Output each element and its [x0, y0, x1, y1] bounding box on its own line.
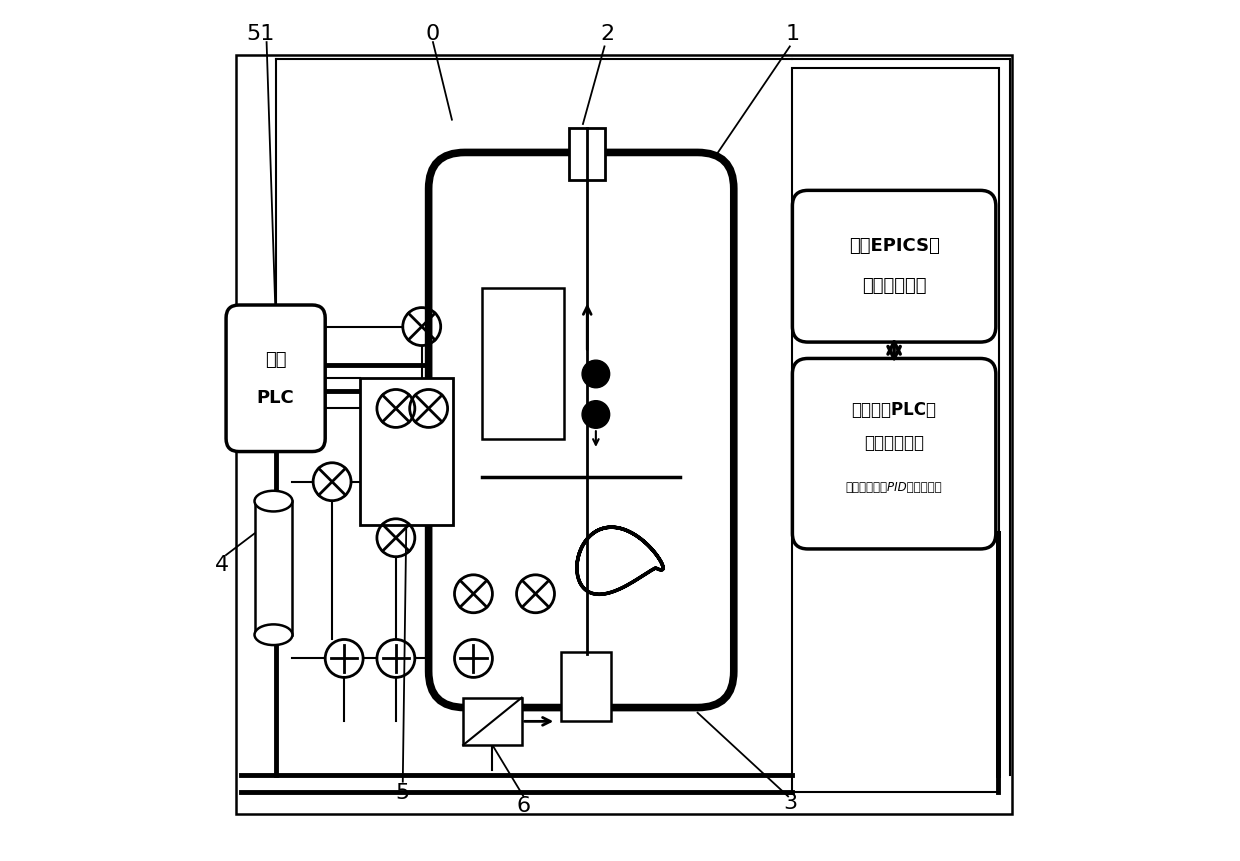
- Text: 51: 51: [247, 24, 275, 45]
- Bar: [254, 501, 293, 635]
- Bar: [237, 56, 1012, 814]
- Text: 远程控制系统: 远程控制系统: [862, 277, 926, 294]
- Text: 2: 2: [600, 24, 614, 45]
- Text: 基于横河PLC的: 基于横河PLC的: [852, 400, 936, 418]
- FancyBboxPatch shape: [429, 153, 734, 708]
- Text: 基于EPICS的: 基于EPICS的: [848, 237, 940, 254]
- Text: 3: 3: [784, 792, 797, 813]
- Bar: [569, 129, 605, 181]
- Text: 4: 4: [215, 554, 229, 574]
- Bar: [482, 288, 564, 439]
- Bar: [792, 69, 999, 792]
- Text: （反时限压差PID控制算法）: （反时限压差PID控制算法）: [846, 480, 942, 493]
- Circle shape: [582, 401, 610, 429]
- FancyBboxPatch shape: [792, 191, 996, 343]
- Circle shape: [582, 361, 610, 388]
- Text: 1: 1: [785, 24, 800, 45]
- Bar: [562, 653, 611, 722]
- Text: 6: 6: [516, 795, 531, 815]
- Text: 5: 5: [396, 782, 410, 802]
- Ellipse shape: [254, 625, 293, 646]
- Text: 本地控制系统: 本地控制系统: [864, 434, 924, 452]
- Text: 0: 0: [425, 24, 440, 45]
- Ellipse shape: [254, 491, 293, 511]
- Bar: [360, 379, 453, 525]
- Text: PLC: PLC: [257, 389, 295, 406]
- Text: 横河: 横河: [265, 351, 286, 369]
- FancyBboxPatch shape: [792, 359, 996, 549]
- Bar: [463, 697, 522, 745]
- FancyBboxPatch shape: [226, 306, 325, 452]
